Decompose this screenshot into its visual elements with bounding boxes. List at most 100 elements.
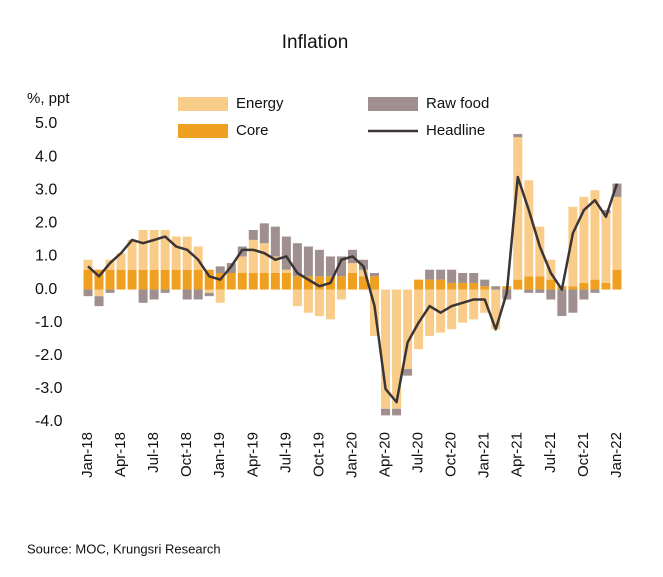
bar-segment xyxy=(447,282,457,290)
bar-segment xyxy=(359,269,368,277)
bar-segment xyxy=(215,273,225,290)
y-tick-label: -4.0 xyxy=(35,413,63,430)
x-tick-label: Jan-18 xyxy=(79,432,96,478)
bar-segment xyxy=(557,289,567,317)
bar-segment xyxy=(171,269,181,290)
x-tick-label: Jan-20 xyxy=(343,432,360,478)
x-tick-label: Jan-19 xyxy=(211,432,228,478)
bar-segment xyxy=(325,256,335,277)
y-tick-label: 3.0 xyxy=(35,181,57,198)
bar-segment xyxy=(116,253,126,270)
legend-label: Core xyxy=(236,122,269,139)
y-tick-label: 0.0 xyxy=(35,281,57,298)
bar-segment xyxy=(83,289,93,297)
bar-segment xyxy=(281,273,291,290)
bar-segment xyxy=(381,408,391,416)
bar-segment xyxy=(601,210,611,214)
headline-line xyxy=(87,175,619,404)
x-tick-label: Jul-18 xyxy=(145,432,162,473)
bar-segment xyxy=(458,282,468,290)
x-tick-label: Apr-19 xyxy=(244,432,261,477)
bar-segment xyxy=(314,276,324,290)
bar-segment xyxy=(414,279,424,290)
bar-segment xyxy=(359,276,368,290)
bar-segment xyxy=(138,269,148,290)
bar-segment xyxy=(590,190,600,280)
bar-segment xyxy=(105,269,115,290)
y-tick-label: 1.0 xyxy=(35,248,57,265)
legend-swatch xyxy=(178,97,228,111)
x-tick-label: Apr-18 xyxy=(112,432,129,477)
bar-segment xyxy=(568,286,578,290)
legend-label: Headline xyxy=(426,122,485,139)
y-axis-label: %, ppt xyxy=(27,90,70,107)
bar-segment xyxy=(336,256,346,277)
bar-segment xyxy=(259,223,269,244)
bar-segment xyxy=(193,269,203,290)
bar-segment xyxy=(513,133,523,138)
bar-segment xyxy=(425,269,435,280)
bar-segment xyxy=(149,229,159,270)
bar-segment xyxy=(425,289,435,336)
bar-segment xyxy=(524,180,534,277)
bar-segment xyxy=(347,273,357,290)
bar-segment xyxy=(579,196,589,283)
bar-segment xyxy=(314,249,324,277)
bar-segment xyxy=(149,289,159,300)
bar-segment xyxy=(579,289,589,300)
bar-segment xyxy=(303,276,313,290)
y-tick-label: 4.0 xyxy=(35,148,57,165)
bar-segment xyxy=(524,289,534,293)
x-tick-label: Jul-21 xyxy=(542,432,559,473)
bar-segment xyxy=(381,289,391,409)
x-tick-label: Oct-19 xyxy=(310,432,327,477)
bar-segment xyxy=(94,296,104,307)
y-tick-label: -1.0 xyxy=(35,314,63,331)
bar-segment xyxy=(513,137,523,280)
bar-segment xyxy=(612,183,622,197)
bar-segment xyxy=(469,289,479,320)
y-tick-label: 5.0 xyxy=(35,115,57,132)
bar-segment xyxy=(237,256,247,273)
bar-segment xyxy=(347,263,357,273)
legend-label: Raw food xyxy=(426,95,489,112)
bar-segment xyxy=(535,226,545,277)
bar-segment xyxy=(568,289,578,313)
y-tick-label: -2.0 xyxy=(35,347,63,364)
bar-segment xyxy=(182,269,192,290)
bar-segment xyxy=(160,229,170,270)
bar-segment xyxy=(226,273,236,290)
legend-label: Energy xyxy=(236,95,284,112)
bar-segment xyxy=(94,289,104,297)
bar-segment xyxy=(579,282,589,290)
legend-swatch xyxy=(178,124,228,138)
bar-segment xyxy=(281,269,291,273)
bar-segment xyxy=(590,279,600,290)
bar-segment xyxy=(336,276,346,290)
bar-segment xyxy=(292,276,302,290)
bar-segment xyxy=(370,273,380,277)
bar-segment xyxy=(513,279,523,290)
bar-segment xyxy=(491,289,501,330)
bar-segment xyxy=(590,289,600,293)
bar-segment xyxy=(601,213,611,283)
bar-segment xyxy=(336,289,346,300)
bar-segment xyxy=(303,246,313,277)
bar-segment xyxy=(546,279,556,290)
bar-segment xyxy=(480,286,490,290)
source: Source: MOC, Krungsri Research xyxy=(27,541,221,556)
bar-segment xyxy=(182,289,192,300)
bar-segment xyxy=(127,239,137,270)
chart-title: Inflation xyxy=(282,32,349,53)
bar-segment xyxy=(612,269,622,290)
bar-segment xyxy=(138,229,148,270)
bar-segment xyxy=(237,273,247,290)
bar-segment xyxy=(215,289,225,303)
bar-segment xyxy=(160,269,170,290)
x-tick-label: Jul-20 xyxy=(410,432,427,473)
bar-segment xyxy=(182,236,192,270)
bar-segment xyxy=(546,289,556,300)
bar-segment xyxy=(469,282,479,290)
